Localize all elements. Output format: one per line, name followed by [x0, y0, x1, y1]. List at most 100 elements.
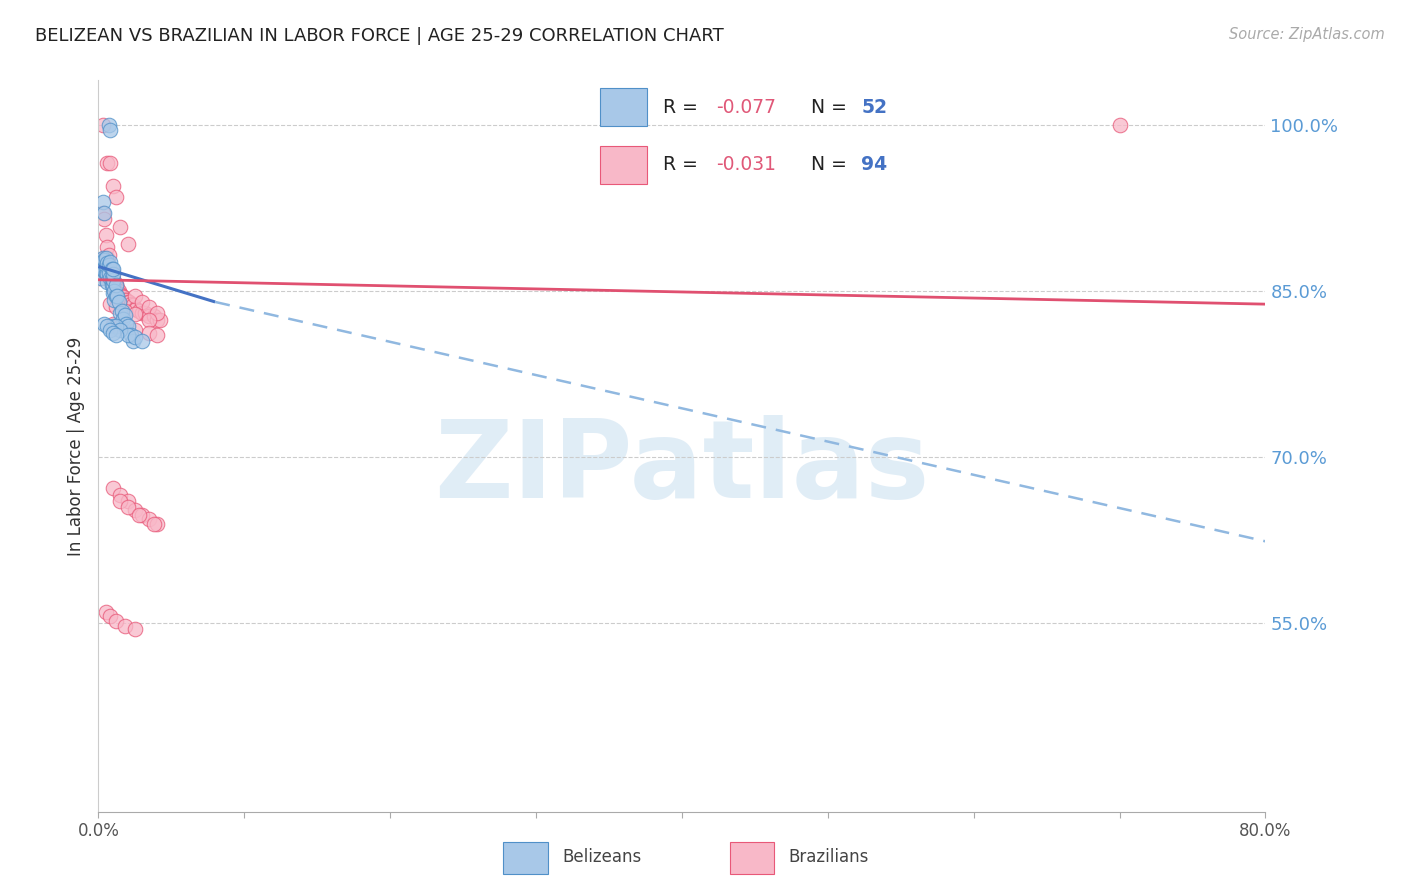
Point — [142, 516, 165, 531]
Point — [111, 289, 134, 303]
Text: 52: 52 — [862, 97, 887, 117]
Point — [131, 334, 153, 348]
Point — [98, 270, 121, 285]
Point — [115, 317, 138, 331]
Point — [94, 255, 117, 269]
Text: R =: R = — [664, 97, 704, 117]
Point — [96, 319, 118, 334]
FancyBboxPatch shape — [503, 842, 547, 874]
Point — [93, 251, 115, 265]
FancyBboxPatch shape — [730, 842, 773, 874]
Point — [122, 298, 145, 312]
Point — [124, 289, 146, 303]
Point — [94, 261, 117, 276]
Point — [120, 297, 142, 311]
Point — [117, 294, 139, 309]
Point — [98, 270, 121, 285]
Point — [103, 282, 125, 296]
Text: N =: N = — [799, 155, 852, 175]
Point — [105, 284, 128, 298]
Point — [103, 293, 125, 307]
Point — [124, 323, 146, 337]
Point — [101, 267, 124, 281]
Point — [124, 622, 146, 636]
Point — [117, 319, 139, 334]
Point — [128, 303, 150, 318]
Point — [101, 273, 124, 287]
Point — [98, 323, 121, 337]
Point — [101, 261, 124, 276]
Point — [122, 334, 145, 348]
Point — [131, 294, 153, 309]
Point — [96, 256, 118, 270]
Text: Belizeans: Belizeans — [562, 847, 641, 866]
Point — [96, 255, 118, 269]
Point — [117, 328, 139, 343]
Text: ZIPatlas: ZIPatlas — [434, 415, 929, 521]
Point — [94, 605, 117, 619]
Point — [98, 608, 121, 623]
Point — [90, 256, 112, 270]
Point — [98, 266, 121, 280]
Point — [110, 287, 132, 301]
Text: 94: 94 — [862, 155, 887, 175]
Point — [89, 270, 111, 285]
Point — [103, 277, 125, 292]
Point — [101, 481, 124, 495]
Point — [101, 271, 124, 285]
Point — [128, 508, 150, 522]
Point — [108, 294, 131, 309]
Point — [93, 317, 115, 331]
Point — [114, 308, 136, 322]
Text: R =: R = — [664, 155, 704, 175]
Point — [138, 512, 160, 526]
Point — [94, 251, 117, 265]
Text: N =: N = — [799, 97, 852, 117]
Point — [97, 266, 120, 280]
Point — [146, 312, 169, 326]
Point — [124, 330, 146, 344]
Point — [104, 282, 127, 296]
Point — [93, 261, 115, 276]
Point — [117, 494, 139, 508]
Point — [114, 293, 136, 307]
Point — [146, 516, 169, 531]
Point — [149, 312, 172, 326]
Point — [124, 301, 146, 316]
Point — [98, 255, 121, 269]
Point — [104, 289, 127, 303]
Y-axis label: In Labor Force | Age 25-29: In Labor Force | Age 25-29 — [66, 336, 84, 556]
Point — [97, 118, 120, 132]
Point — [93, 252, 115, 267]
Point — [101, 286, 124, 301]
Point — [96, 275, 118, 289]
Point — [98, 156, 121, 170]
Point — [96, 260, 118, 275]
Point — [146, 306, 169, 320]
Text: BELIZEAN VS BRAZILIAN IN LABOR FORCE | AGE 25-29 CORRELATION CHART: BELIZEAN VS BRAZILIAN IN LABOR FORCE | A… — [35, 27, 724, 45]
Point — [91, 256, 114, 270]
Point — [94, 267, 117, 281]
Point — [125, 301, 148, 316]
Point — [114, 618, 136, 632]
Point — [94, 266, 117, 280]
Point — [110, 323, 132, 337]
Point — [104, 301, 127, 315]
Point — [100, 278, 122, 293]
Point — [142, 310, 165, 324]
Point — [104, 277, 127, 292]
Point — [101, 266, 124, 280]
Point — [124, 307, 146, 321]
Point — [91, 266, 114, 280]
Point — [134, 306, 156, 320]
Point — [104, 614, 127, 628]
Point — [96, 251, 118, 265]
Point — [114, 303, 136, 318]
Point — [90, 270, 112, 285]
Point — [101, 278, 124, 293]
Point — [112, 291, 135, 305]
Point — [120, 328, 142, 343]
FancyBboxPatch shape — [600, 87, 647, 127]
Point — [91, 195, 114, 210]
Point — [101, 326, 124, 340]
